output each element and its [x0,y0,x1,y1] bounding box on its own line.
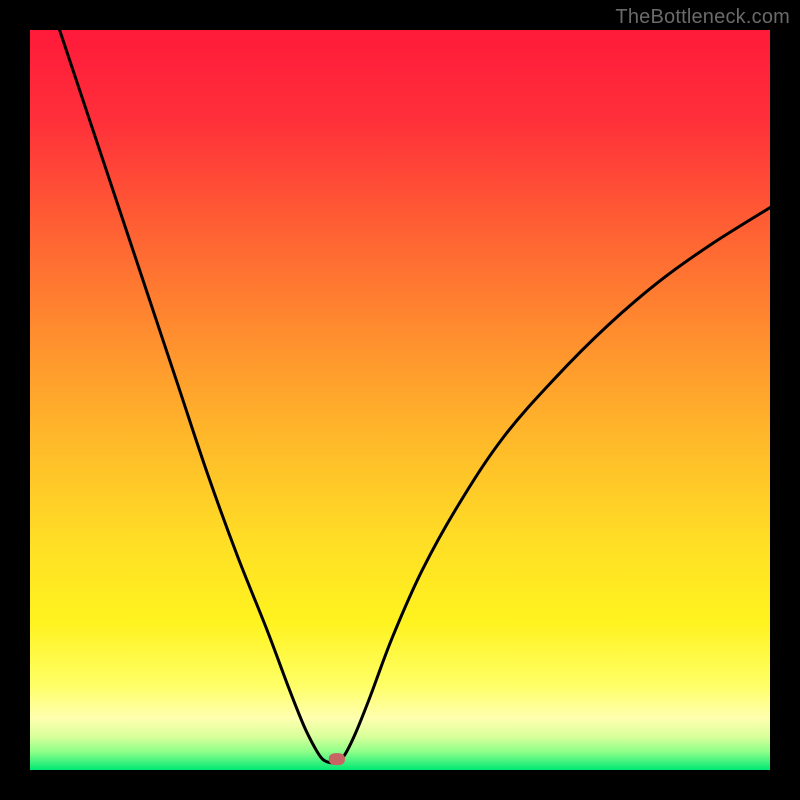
minimum-marker [329,753,345,765]
bottleneck-curve [30,30,770,770]
plot-area [30,30,770,770]
curve-left-branch [60,30,338,763]
curve-right-branch [337,208,770,763]
chart-wrapper: TheBottleneck.com [0,0,800,800]
watermark: TheBottleneck.com [615,6,790,29]
